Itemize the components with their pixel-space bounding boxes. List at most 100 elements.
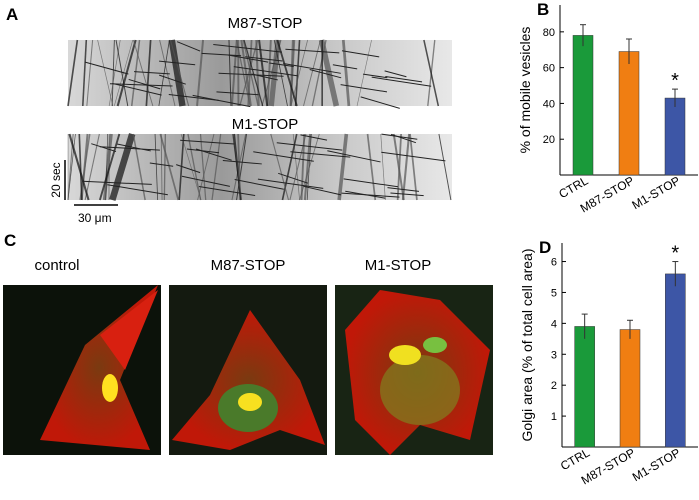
kymo-streak bbox=[187, 133, 202, 201]
kymo-streak bbox=[233, 66, 298, 77]
kymo-streak bbox=[132, 133, 146, 201]
kymo-streak bbox=[98, 133, 121, 201]
y-tick-label: 3 bbox=[551, 349, 557, 361]
kymo-streak bbox=[237, 133, 242, 201]
kymo-streak bbox=[213, 44, 282, 53]
kymo-streak bbox=[97, 39, 114, 107]
image-caption: M1-STOP bbox=[365, 257, 431, 274]
kymo-streak bbox=[109, 83, 173, 87]
kymo-streak bbox=[337, 133, 349, 201]
bar bbox=[619, 329, 641, 448]
kymo-streak bbox=[289, 39, 294, 107]
kymo-streak bbox=[360, 96, 400, 109]
kymo-streak bbox=[216, 91, 259, 96]
kymo-streak bbox=[341, 192, 400, 198]
kymo-streak bbox=[270, 133, 290, 201]
kymo-streak bbox=[245, 56, 283, 62]
kymo-streak bbox=[218, 72, 284, 77]
bar bbox=[665, 273, 686, 448]
bar bbox=[572, 35, 594, 176]
kymo-streak bbox=[180, 139, 235, 145]
kymo-streak bbox=[366, 133, 377, 201]
x-tick-label: CTRL bbox=[558, 445, 592, 473]
kymo-streak bbox=[303, 185, 342, 196]
kymo-streak bbox=[198, 185, 256, 197]
panel-label: A bbox=[6, 5, 18, 24]
kymo-streak bbox=[294, 39, 301, 107]
kymo-streak bbox=[222, 159, 262, 165]
kymo-streak bbox=[102, 133, 113, 201]
space-scale: 30 μm bbox=[78, 211, 112, 225]
kymo-streak bbox=[390, 133, 417, 144]
x-tick-label: M1-STOP bbox=[630, 445, 683, 484]
image-caption: control bbox=[34, 257, 79, 274]
kymo-streak bbox=[332, 64, 358, 70]
kymo-streak bbox=[186, 148, 220, 154]
kymo-streak bbox=[109, 133, 136, 201]
kymo-streak bbox=[390, 192, 424, 197]
bar bbox=[664, 97, 686, 176]
kymo-streak bbox=[84, 61, 129, 75]
y-tick-label: 20 bbox=[543, 134, 555, 146]
y-tick-label: 4 bbox=[551, 318, 557, 330]
kymo-streak bbox=[240, 39, 252, 107]
bar bbox=[574, 326, 595, 448]
kymo-streak bbox=[178, 133, 185, 201]
time-scale: 20 sec bbox=[49, 162, 63, 197]
panel-label: B bbox=[537, 0, 549, 19]
kymo-streak bbox=[300, 133, 306, 201]
y-tick-label: 5 bbox=[551, 287, 557, 299]
y-tick-label: 2 bbox=[551, 380, 557, 392]
kymo-streak bbox=[111, 39, 115, 107]
x-tick-label: M1-STOP bbox=[629, 173, 682, 212]
kymo-streak bbox=[285, 48, 340, 54]
kymo-streak bbox=[130, 39, 141, 107]
kymo-streak bbox=[115, 39, 129, 107]
kymo-streak bbox=[159, 74, 186, 85]
kymo-streak bbox=[181, 175, 230, 187]
kymo-streak bbox=[384, 70, 407, 78]
kymo-streak bbox=[112, 82, 162, 96]
kymo-streak bbox=[385, 76, 423, 83]
kymo-streak bbox=[107, 184, 168, 196]
y-axis-label: % of mobile vesicles bbox=[517, 27, 533, 154]
kymo-streak bbox=[276, 39, 298, 107]
kymo-streak bbox=[230, 39, 238, 107]
kymo-streak bbox=[149, 162, 174, 167]
kymo-streak bbox=[239, 39, 259, 107]
kymo-streak bbox=[362, 73, 388, 79]
kymo-streak bbox=[269, 62, 294, 67]
kymo-streak bbox=[278, 172, 309, 184]
kymo-streak bbox=[258, 39, 269, 107]
kymo-streak bbox=[86, 39, 94, 107]
kymo-streak bbox=[438, 133, 452, 201]
kymo-streak bbox=[116, 143, 151, 152]
kymo-streak bbox=[236, 133, 248, 201]
kymo-streak bbox=[197, 133, 215, 201]
kymo-streak bbox=[128, 78, 161, 90]
x-tick-label: CTRL bbox=[556, 173, 590, 201]
kymo-streak bbox=[163, 133, 167, 201]
y-tick-label: 1 bbox=[551, 411, 557, 423]
kymo-streak bbox=[116, 39, 137, 107]
kymo-title: M87-STOP bbox=[228, 15, 303, 32]
micrograph bbox=[3, 285, 161, 455]
kymo-streak bbox=[134, 71, 170, 75]
y-tick-label: 6 bbox=[551, 257, 557, 269]
kymo-streak bbox=[318, 39, 340, 107]
bar bbox=[618, 51, 640, 176]
kymo-streak bbox=[82, 39, 88, 107]
kymo-streak bbox=[341, 50, 380, 58]
kymo-streak bbox=[67, 39, 79, 107]
kymo-streak bbox=[91, 143, 117, 153]
micrograph bbox=[335, 285, 493, 455]
kymo-title: M1-STOP bbox=[232, 116, 298, 133]
kymo-streak bbox=[340, 84, 388, 93]
kymo-streak bbox=[199, 133, 207, 201]
kymo-streak bbox=[169, 39, 190, 107]
kymo-streak bbox=[343, 178, 399, 188]
micrograph bbox=[169, 285, 327, 455]
kymo-streak bbox=[327, 150, 381, 163]
kymo-streak bbox=[68, 133, 90, 201]
